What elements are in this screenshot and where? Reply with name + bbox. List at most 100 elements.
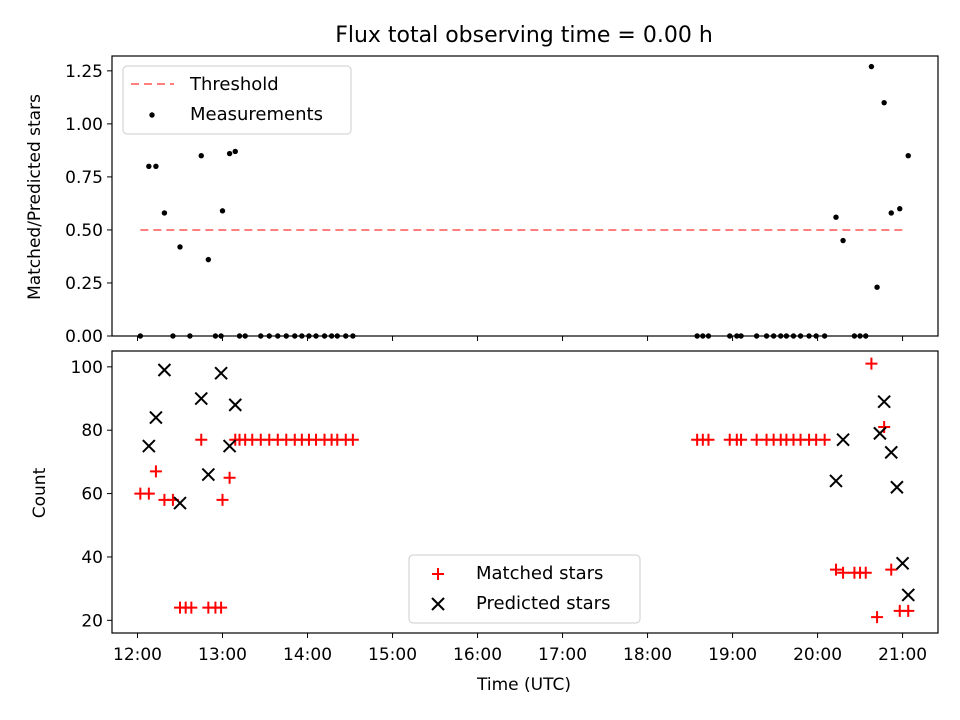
predicted-star-marker	[884, 445, 898, 460]
matched-star-marker	[195, 433, 208, 446]
matched-stars-points	[134, 357, 915, 624]
count-y-tick-label: 100	[71, 358, 103, 378]
measurement-point	[226, 150, 233, 157]
count-y-axis-label: Count	[30, 467, 50, 518]
measurement-point	[205, 256, 212, 263]
matched-star-marker	[871, 611, 884, 624]
matched-star-marker	[223, 471, 236, 484]
figure-title: Flux total observing time = 0.00 h	[335, 23, 713, 48]
legend-matched-swatch	[432, 568, 444, 580]
measurement-point	[888, 210, 894, 216]
measurement-point	[833, 214, 839, 220]
count-x-tick-label: 13:00	[198, 645, 247, 665]
predicted-star-marker	[194, 391, 208, 406]
ratio-y-tick-label: 0.25	[65, 274, 103, 294]
predicted-star-marker	[201, 467, 216, 482]
matched-star-marker	[216, 493, 229, 506]
count-x-tick-label: 18:00	[623, 645, 672, 665]
count-x-axis-label: Time (UTC)	[476, 675, 571, 695]
predicted-star-marker	[829, 474, 843, 488]
legend-predicted-label: Predicted stars	[476, 593, 610, 614]
predicted-star-marker	[877, 394, 891, 409]
ratio-legend-box	[122, 65, 352, 135]
predicted-star-marker	[173, 496, 187, 510]
matched-star-marker	[902, 604, 915, 617]
measurement-point	[219, 208, 226, 214]
count-x-tick-label: 15:00	[368, 645, 417, 665]
count-y-tick-label: 40	[81, 548, 103, 568]
predicted-star-marker	[895, 556, 910, 570]
predicted-star-marker	[142, 439, 156, 453]
measurement-point	[881, 99, 887, 106]
measurement-point	[198, 152, 204, 159]
matched-star-marker	[865, 357, 878, 370]
predicted-star-marker	[873, 426, 887, 441]
measurement-point	[874, 284, 880, 290]
ratio-x-ticks	[137, 336, 904, 341]
measurement-point	[868, 63, 875, 70]
count-y-tick-label: 20	[81, 611, 103, 631]
matched-star-marker	[215, 601, 228, 614]
count-plot-frame	[111, 350, 939, 634]
predicted-star-marker	[228, 398, 242, 412]
matched-star-marker	[149, 465, 162, 478]
legend-measurements-swatch	[149, 112, 155, 118]
predicted-stars-points	[142, 363, 915, 602]
predicted-star-marker	[149, 410, 163, 425]
count-x-tick-label: 17:00	[538, 645, 587, 665]
measurement-point	[161, 210, 168, 216]
ratio-y-tick-label: 0.75	[65, 168, 103, 188]
count-legend-box	[408, 554, 641, 624]
ratio-y-tick-label: 0.50	[65, 221, 103, 241]
count-y-tick-label: 80	[81, 421, 103, 441]
measurement-point	[232, 148, 238, 155]
measurement-point	[905, 152, 911, 159]
count-x-tick-label: 20:00	[793, 645, 842, 665]
matched-star-marker	[837, 566, 850, 579]
ratio-y-ticks: 0.00 0.25 0.50 0.75 1.00 1.25	[65, 62, 112, 347]
matched-star-marker	[878, 421, 891, 434]
ratio-y-tick-label: 0.00	[65, 327, 103, 347]
matched-star-marker	[346, 433, 359, 446]
ratio-y-tick-label: 1.00	[65, 115, 103, 135]
count-x-tick-label: 16:00	[453, 645, 502, 665]
measurement-point	[897, 206, 903, 212]
predicted-star-marker	[901, 588, 915, 602]
ratio-y-tick-label: 1.25	[65, 62, 103, 82]
count-x-ticks: 12:00 13:00 14:00 15:00 16:00 17:00 18:00 19:00…	[113, 633, 927, 665]
matched-star-marker	[185, 601, 198, 614]
predicted-star-marker	[214, 366, 228, 380]
count-x-tick-label: 21:00	[878, 645, 927, 665]
measurement-point	[177, 244, 183, 250]
count-y-tick-label: 60	[81, 485, 103, 505]
matched-star-marker	[859, 566, 872, 579]
ratio-legend: Threshold Measurements	[122, 65, 352, 135]
matched-star-marker	[735, 433, 748, 446]
count-legend: Matched stars Predicted stars	[408, 554, 641, 624]
predicted-star-marker	[157, 363, 172, 377]
count-y-ticks: 20 40 60 80 100	[71, 358, 112, 631]
legend-threshold-label: Threshold	[189, 74, 279, 95]
legend-measurements-label: Measurements	[190, 104, 323, 125]
ratio-panel: Matched/Predicted stars 0.00 0.25 0.50 0.75…	[25, 55, 939, 347]
matched-star-marker	[142, 487, 155, 500]
count-x-tick-label: 12:00	[113, 645, 162, 665]
legend-matched-label: Matched stars	[476, 563, 603, 584]
predicted-star-marker	[836, 433, 850, 447]
matched-star-marker	[829, 563, 842, 576]
ratio-y-axis-label: Matched/Predicted stars	[25, 94, 45, 300]
predicted-star-marker	[890, 480, 904, 494]
measurement-point	[153, 163, 159, 170]
ratio-plot-frame	[111, 55, 939, 337]
count-x-tick-label: 19:00	[708, 645, 757, 665]
legend-predicted-swatch	[431, 597, 445, 611]
measurement-point	[146, 163, 152, 170]
matched-star-marker	[702, 433, 715, 446]
matched-star-marker	[818, 433, 831, 446]
count-x-tick-label: 14:00	[283, 645, 332, 665]
predicted-star-marker	[222, 439, 237, 453]
matched-star-marker	[885, 563, 898, 576]
measurement-point	[840, 237, 846, 244]
